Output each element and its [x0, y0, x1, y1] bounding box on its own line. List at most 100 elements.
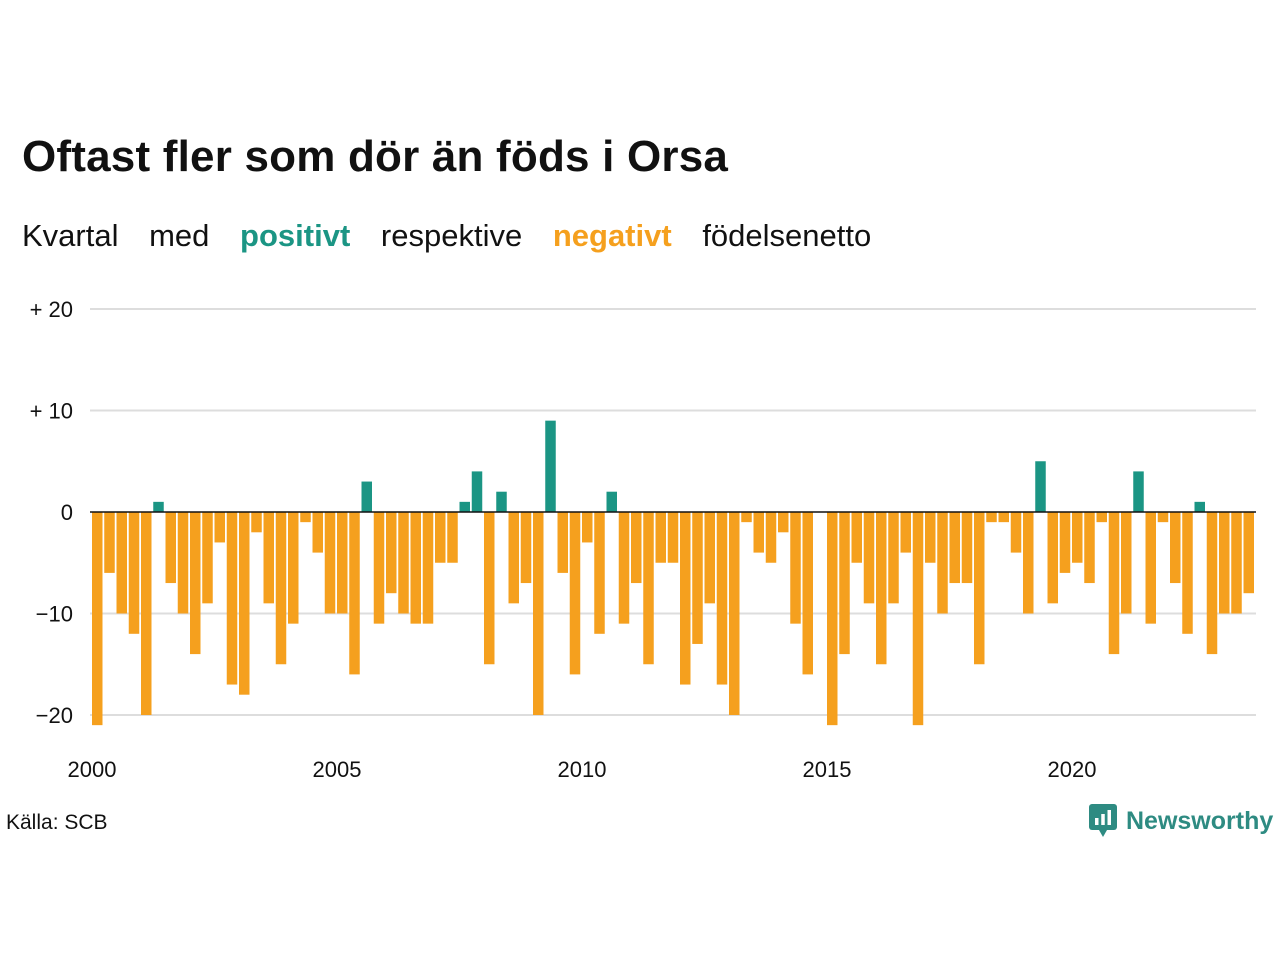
- bar: [251, 512, 262, 533]
- bar: [631, 512, 642, 584]
- bar: [386, 512, 397, 594]
- bar: [1206, 512, 1218, 655]
- x-tick-label: 2020: [1048, 757, 1097, 782]
- bar: [177, 512, 189, 614]
- bar: [876, 512, 887, 665]
- bar: [398, 512, 409, 614]
- bar: [851, 512, 862, 563]
- bar: [1157, 512, 1169, 523]
- brand-name: Newsworthy: [1126, 806, 1274, 835]
- bar: [508, 512, 519, 604]
- bar: [128, 512, 140, 634]
- bar: [1084, 512, 1095, 584]
- bar: [1231, 512, 1242, 614]
- bar: [520, 512, 532, 584]
- bar: [435, 512, 446, 563]
- bar: [949, 512, 960, 584]
- subtitle-word-respektive: respektive: [380, 218, 523, 253]
- bar: [1108, 512, 1120, 655]
- bar: [214, 512, 225, 543]
- y-axis-labels: + 20 + 10 0 −10 −20: [30, 297, 73, 728]
- bar: [569, 512, 581, 675]
- bar: [459, 501, 470, 512]
- bar: [961, 512, 973, 584]
- x-tick-label: 2000: [68, 757, 117, 782]
- bar: [974, 512, 985, 665]
- chart-subtitle: Kvartal med positivt respektive negativt…: [22, 218, 893, 254]
- bar: [484, 512, 495, 665]
- bar: [937, 512, 948, 614]
- bar: [263, 512, 274, 604]
- bar: [765, 512, 777, 563]
- bar: [1121, 512, 1132, 614]
- bar: [1170, 512, 1181, 584]
- bar: [300, 512, 311, 523]
- bar: [618, 512, 630, 624]
- bar: [165, 512, 176, 584]
- bar: [471, 471, 483, 512]
- bar: [1133, 471, 1144, 512]
- bar: [141, 512, 152, 715]
- bar: [288, 512, 299, 624]
- bar: [410, 512, 421, 624]
- bar: [716, 512, 728, 685]
- bar: [1096, 512, 1107, 523]
- bar: [447, 512, 458, 563]
- chart-title: Oftast fler som dör än föds i Orsa: [22, 132, 729, 181]
- bar: [753, 512, 764, 553]
- bar: [1243, 512, 1254, 594]
- bar: [778, 512, 789, 533]
- bars: [92, 420, 1254, 726]
- bar: [582, 512, 593, 543]
- bar: [153, 501, 164, 512]
- bar: [1035, 461, 1046, 512]
- bar: [190, 512, 201, 655]
- bar: [116, 512, 127, 614]
- subtitle-word-fodelsenetto: födelsenetto: [702, 218, 872, 253]
- bar: [729, 512, 740, 715]
- bar: [1010, 512, 1022, 553]
- bar: [226, 512, 238, 685]
- bar: [1194, 501, 1205, 512]
- bar: [594, 512, 605, 634]
- bar: [312, 512, 323, 553]
- bar: [1219, 512, 1230, 614]
- bar: [667, 512, 679, 563]
- bar: [104, 512, 115, 573]
- bar: [324, 512, 336, 614]
- y-tick-label: + 20: [30, 297, 73, 322]
- bar: [741, 512, 752, 523]
- bar: [802, 512, 813, 675]
- bar: [704, 512, 715, 604]
- bar: [986, 512, 997, 523]
- bar: [557, 512, 568, 573]
- bar: [655, 512, 666, 563]
- bar: [349, 512, 360, 675]
- subtitle-word-kvartal: Kvartal: [22, 218, 119, 253]
- bar: [692, 512, 703, 644]
- bar: [361, 481, 372, 512]
- bar: [422, 512, 434, 624]
- bar: [839, 512, 850, 655]
- bar: [1145, 512, 1156, 624]
- newsworthy-logo-icon: [1089, 804, 1117, 837]
- y-tick-label: 0: [61, 500, 73, 525]
- bar: [1072, 512, 1083, 563]
- bar: [643, 512, 654, 665]
- bar: [496, 491, 507, 512]
- bar: [1047, 512, 1058, 604]
- bar: [1059, 512, 1071, 573]
- bar: [925, 512, 936, 563]
- bar: [827, 512, 838, 726]
- bar: [337, 512, 348, 614]
- subtitle-positive-label: positivt: [240, 218, 351, 253]
- brand-logo: Newsworthy: [1088, 803, 1273, 839]
- bar: [92, 512, 103, 726]
- bar: [202, 512, 213, 604]
- x-tick-label: 2015: [803, 757, 852, 782]
- bar: [863, 512, 875, 604]
- bar: [912, 512, 924, 726]
- bar: [1023, 512, 1034, 614]
- bar: [545, 420, 556, 512]
